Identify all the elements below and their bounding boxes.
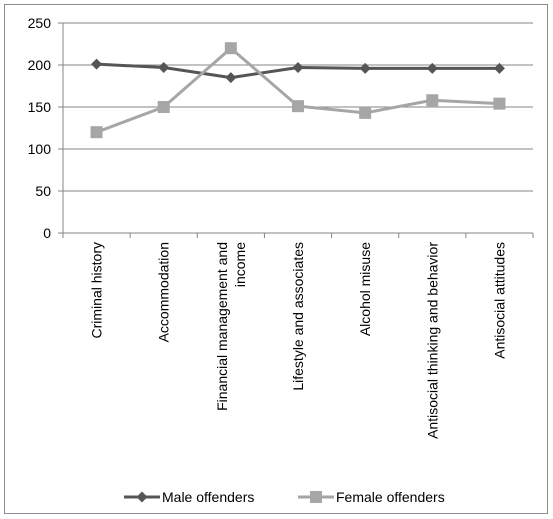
data-point: [359, 106, 372, 119]
data-point: [493, 97, 506, 110]
x-category-label: Antisocial attitudes: [491, 242, 507, 359]
data-point: [157, 101, 170, 113]
data-point: [91, 58, 103, 70]
x-category-label: Lifestyle and associates: [290, 242, 306, 391]
y-tick-label: 50: [35, 183, 51, 199]
y-tick-label: 100: [28, 141, 52, 157]
data-point: [224, 42, 237, 55]
data-point: [493, 62, 505, 74]
y-tick-label: 250: [28, 15, 52, 31]
legend-marker-1: [310, 491, 322, 503]
legend-marker-0: [136, 491, 148, 503]
data-point: [359, 62, 371, 74]
legend-label-0: Male offenders: [162, 489, 254, 505]
data-point: [426, 94, 439, 107]
x-category-label: Alcohol misuse: [357, 242, 373, 336]
data-point: [292, 62, 304, 74]
x-category-label: Financial management and: [214, 242, 230, 411]
x-category-label: Accommodation: [156, 242, 172, 342]
data-point: [158, 62, 170, 74]
data-point: [225, 72, 237, 84]
data-point: [426, 62, 438, 74]
x-category-label: Criminal history: [89, 242, 105, 338]
x-category-label: income: [232, 242, 248, 287]
y-tick-label: 150: [28, 99, 52, 115]
data-point: [292, 100, 304, 113]
y-tick-label: 200: [28, 57, 52, 73]
legend-label-1: Female offenders: [336, 489, 445, 505]
series-line-1: [96, 46, 500, 134]
data-point: [90, 126, 103, 139]
x-category-label: Antisocial thinking and behavior: [424, 242, 440, 439]
y-tick-label: 0: [43, 225, 51, 241]
